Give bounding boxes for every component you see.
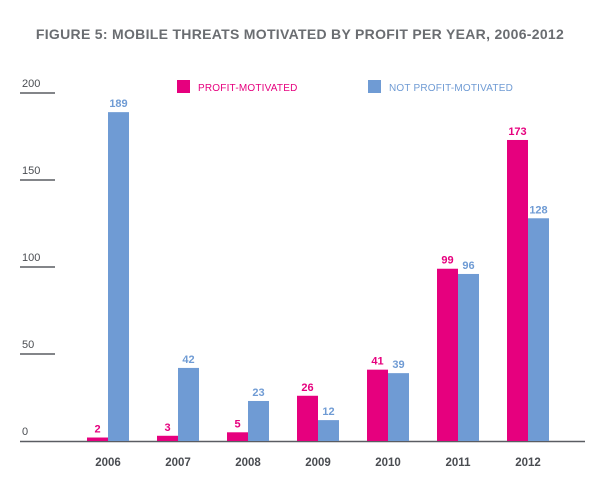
bar [108,112,129,441]
legend-swatch [177,80,190,93]
bar [388,373,409,441]
data-label: 12 [322,406,334,418]
y-tick-label: 200 [22,78,40,90]
bar [157,435,178,441]
x-tick-label: 2011 [446,457,472,469]
legend-label: NOT PROFIT-MOTIVATED [389,83,513,94]
x-tick-label: 2007 [165,457,191,469]
x-tick-label: 2010 [375,457,401,469]
x-tick-label: 2009 [305,457,331,469]
data-label: 3 [164,422,170,434]
bars: 2 189 3 42 5 23 26 12 41 39 99 96 173 128 [87,98,549,442]
legend-swatch [368,80,381,93]
bar [367,369,388,441]
bar [458,273,479,441]
bar [318,420,339,441]
x-tick-label: 2012 [515,457,541,469]
x-tick-label: 2008 [235,457,261,469]
bar [437,268,458,441]
y-axis: 0 50 100 150 200 [20,78,55,438]
bar [528,218,549,441]
bar [87,437,108,441]
data-label: 5 [234,418,240,430]
data-label: 26 [301,382,313,394]
chart-title: FIGURE 5: MOBILE THREATS MOTIVATED BY PR… [36,26,564,42]
bar [297,395,318,441]
bar [227,432,248,441]
x-tick-label: 2006 [95,457,121,469]
legend: PROFIT-MOTIVATED NOT PROFIT-MOTIVATED [177,80,513,94]
data-label: 23 [252,387,264,399]
data-label: 173 [508,126,526,138]
data-label: 128 [529,204,547,216]
y-tick-label: 0 [22,426,28,438]
data-label: 42 [182,354,194,366]
bar [248,400,269,441]
data-label: 39 [392,359,404,371]
data-label: 99 [441,255,453,267]
bar [178,367,199,441]
data-label: 41 [371,356,383,368]
data-label: 189 [109,98,127,110]
y-tick-label: 100 [22,252,40,264]
x-axis: 2006 2007 2008 2009 2010 2011 2012 [95,457,541,469]
bar [507,139,528,442]
legend-label: PROFIT-MOTIVATED [198,83,298,94]
y-tick-label: 150 [22,165,40,177]
data-label: 2 [94,424,100,436]
y-tick-label: 50 [22,339,34,351]
data-label: 96 [462,260,474,272]
